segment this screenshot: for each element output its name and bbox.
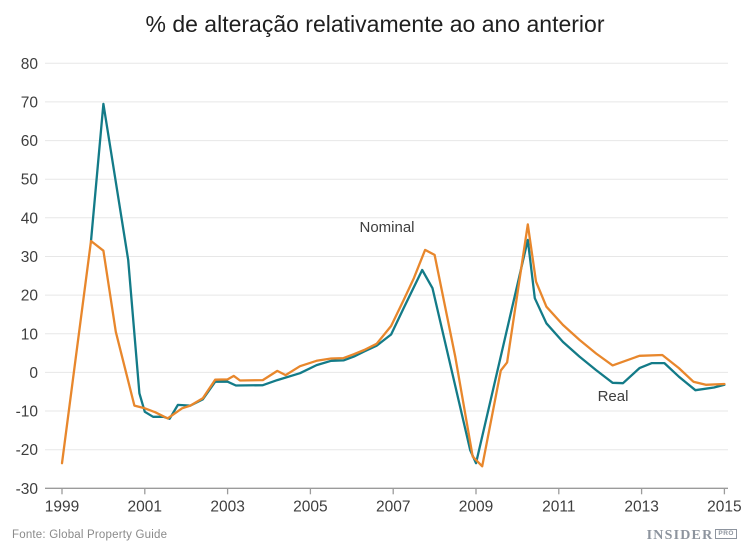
logo-insider-text: INSIDER [646, 528, 714, 543]
y-tick-label--30: -30 [16, 481, 39, 498]
x-axis-group: 1999 2001 2003 2005 2007 2009 2011 2013 2015 [45, 487, 742, 515]
series-line-real [89, 102, 726, 465]
x-tick-label-2007: 2007 [376, 498, 410, 515]
series-label-real: Real [598, 388, 629, 405]
y-tick-label-80: 80 [21, 56, 39, 73]
source-note: Fonte: Global Property Guide [12, 529, 168, 541]
y-tick-label-70: 70 [21, 94, 39, 111]
x-tick-label-2005: 2005 [293, 498, 327, 515]
y-tick-label-60: 60 [21, 133, 39, 150]
logo-pro-badge: PRO [715, 529, 737, 539]
y-tick-label--10: -10 [16, 404, 39, 421]
x-tick-label-1999: 1999 [45, 498, 79, 515]
y-tick-label-30: 30 [21, 249, 39, 266]
y-tick-label-0: 0 [29, 365, 38, 382]
x-tick-label-2001: 2001 [128, 498, 162, 515]
page-title: % de alteração relativamente ao ano ante… [145, 11, 605, 37]
x-tick-label-2003: 2003 [210, 498, 244, 515]
y-tick-label-40: 40 [21, 210, 39, 227]
y-tick-label--20: -20 [16, 442, 39, 459]
x-tick-label-2011: 2011 [542, 498, 575, 515]
series-line-nominal [60, 223, 726, 468]
insiderpro-logo: INSIDER PRO [647, 528, 737, 543]
x-tick-label-2015: 2015 [707, 498, 741, 515]
x-tick-label-2009: 2009 [459, 498, 493, 515]
y-tick-label-50: 50 [21, 172, 39, 189]
y-tick-label-20: 20 [21, 288, 39, 305]
x-tick-label-2013: 2013 [624, 498, 658, 515]
y-axis-group: 80 70 60 50 40 30 20 10 0 -10 -20 -30 [16, 56, 39, 498]
grid-group [45, 62, 728, 451]
y-tick-label-10: 10 [21, 326, 39, 343]
series-label-nominal: Nominal [359, 219, 414, 236]
